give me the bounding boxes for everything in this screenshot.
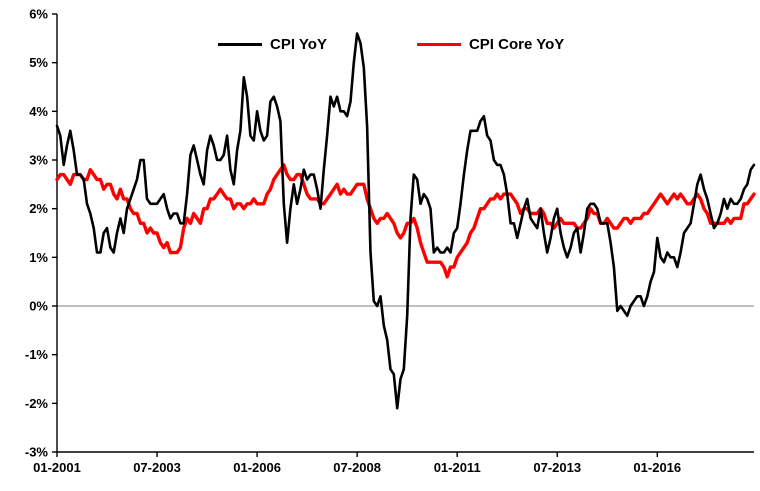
x-tick-label: 07-2013: [533, 460, 581, 475]
y-axis-ticks: 6% 5% 4% 3% 2% 1% 0% -1% -2% -3%: [25, 7, 57, 460]
y-tick-label: 0%: [29, 299, 48, 314]
y-tick-label: 1%: [29, 250, 48, 265]
cpi-core-yoy-line-swatch: [416, 43, 461, 46]
legend-item-cpi-yoy: CPI YoY: [218, 36, 327, 53]
y-tick-label: 3%: [29, 153, 48, 168]
series-line-1: [55, 163, 756, 279]
x-tick-label: 01-2016: [633, 460, 681, 475]
x-tick-label: 07-2008: [333, 460, 381, 475]
y-tick-label: 6%: [29, 7, 48, 22]
x-axis-ticks: 01-2001 07-2003 01-2006 07-2008 01-2011 07-20…: [33, 452, 681, 475]
cpi-yoy-line-swatch: [218, 43, 262, 46]
legend-item-cpi-core-yoy: CPI Core YoY: [416, 36, 565, 53]
y-tick-label: -1%: [25, 347, 49, 362]
y-tick-label: 4%: [29, 104, 48, 119]
chart-legend: CPI YoY CPI Core YoY: [218, 36, 564, 53]
y-tick-label: -2%: [25, 396, 49, 411]
x-tick-label: 01-2006: [233, 460, 281, 475]
legend-label-cpi-core-yoy: CPI Core YoY: [468, 36, 565, 53]
x-tick-label: 01-2001: [33, 460, 81, 475]
series-line-0: [55, 32, 756, 410]
y-tick-label: 5%: [29, 55, 48, 70]
y-tick-label: -3%: [25, 445, 49, 460]
legend-label-cpi-yoy: CPI YoY: [270, 36, 327, 53]
x-tick-label: 07-2003: [133, 460, 181, 475]
x-tick-label: 01-2011: [434, 460, 481, 475]
y-tick-label: 2%: [29, 201, 48, 216]
